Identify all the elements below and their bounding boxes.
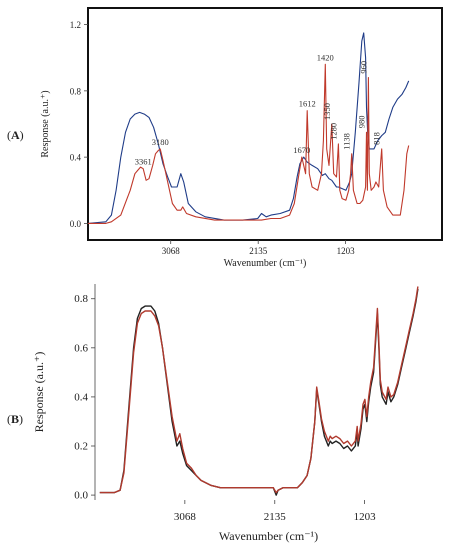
panel-a-label: (A) [7, 128, 24, 142]
x-tick-label: 1203 [354, 511, 377, 523]
peak-label: 1138 [342, 133, 352, 150]
y-tick-label: 0.8 [70, 86, 82, 96]
peak-label: 1350 [322, 103, 332, 120]
peak-label: 818 [372, 132, 382, 145]
peak-label: 1612 [299, 99, 316, 109]
peak-label: 980 [357, 116, 367, 129]
peak-label: 3361 [135, 157, 152, 167]
y-tick-label: 0.6 [74, 342, 88, 354]
peak-label: 1670 [293, 145, 310, 155]
plot-frame [87, 7, 443, 241]
y-axis-title: Response (a.u.⁺) [40, 90, 51, 157]
x-axis-title: Wavenumber (cm⁻¹) [219, 529, 318, 543]
y-axis-title: Response (a.u.⁺) [32, 352, 46, 433]
y-tick-label: 0.4 [70, 153, 82, 163]
series-line-1 [99, 288, 419, 496]
y-tick-label: 0.0 [70, 219, 82, 229]
peak-label: 1420 [317, 52, 334, 62]
panel-b-chart: 0.0 0.2 0.4 0.6 0.8 3068 2135 1203 Wavenumber (c… [32, 284, 419, 543]
series-line-2 [88, 63, 410, 224]
y-tick-label: 1.2 [70, 20, 81, 30]
x-tick-label: 2135 [249, 246, 268, 256]
y-tick-label: 0.8 [74, 293, 88, 305]
x-axis-title: Wavenumber (cm⁻¹) [224, 258, 307, 269]
series-line-2 [99, 286, 419, 494]
y-tick-label: 0.0 [74, 490, 88, 502]
panel-a-chart: 0.0 0.4 0.8 1.2 3068 2135 1203 Wavenumber (cm⁻¹… [40, 7, 443, 269]
y-tick-label: 0.2 [74, 441, 88, 453]
panel-b-label: (B) [7, 412, 24, 426]
x-tick-label: 3068 [174, 511, 197, 523]
x-tick-label: 1203 [337, 246, 356, 256]
peak-label: 1280 [328, 123, 338, 140]
peak-label: 960 [358, 61, 368, 74]
peak-label: 3180 [152, 137, 169, 147]
x-tick-label: 3068 [162, 246, 181, 256]
y-tick-label: 0.4 [74, 391, 88, 403]
x-tick-label: 2135 [264, 511, 287, 523]
